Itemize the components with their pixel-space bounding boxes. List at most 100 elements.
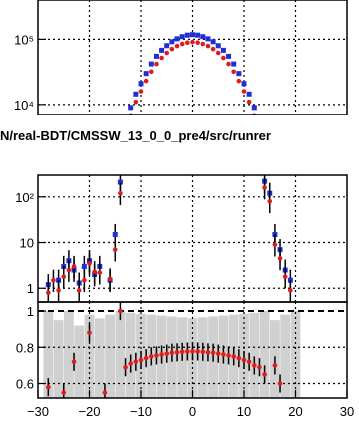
data-point-circle <box>226 61 231 67</box>
data-point-square <box>246 91 252 97</box>
data-point-circle <box>128 361 133 366</box>
y-tick-label: 10 <box>20 236 34 251</box>
data-point-circle <box>236 78 242 84</box>
data-point-circle <box>102 390 108 395</box>
data-point-circle <box>138 357 144 363</box>
data-point-circle <box>179 41 185 47</box>
data-point-circle <box>205 43 211 49</box>
data-point-circle <box>164 50 170 56</box>
data-point-circle <box>190 39 195 45</box>
data-point-square <box>143 71 149 77</box>
data-point-square <box>220 47 226 53</box>
y-tick-label: 0.8 <box>16 340 34 355</box>
data-point-circle <box>66 267 72 273</box>
y-tick-label: 10⁵ <box>14 32 34 47</box>
plot-area <box>38 0 347 115</box>
data-point-circle <box>118 308 123 314</box>
data-point-circle <box>179 349 185 355</box>
data-point-circle <box>221 55 226 61</box>
data-point-circle <box>282 274 288 279</box>
data-point-circle <box>133 359 139 365</box>
data-point-circle <box>174 350 180 355</box>
data-point-circle <box>272 363 278 368</box>
uncertainty-band-bin <box>64 311 74 398</box>
data-point-circle <box>195 349 200 354</box>
ratio-panel: 1 0.8 0.6 <box>16 301 348 399</box>
data-point-square <box>174 36 180 42</box>
uncertainty-band-bin <box>84 314 95 398</box>
data-point-circle <box>241 89 247 94</box>
data-point-circle <box>185 349 190 354</box>
data-point-circle <box>46 384 51 390</box>
data-point-square <box>164 43 170 49</box>
data-point-circle <box>185 40 190 46</box>
data-point-square <box>190 32 195 38</box>
data-point-square <box>138 81 144 87</box>
y-tick-label: 10² <box>15 190 34 205</box>
data-point-circle <box>246 99 252 105</box>
data-point-circle <box>215 351 221 356</box>
data-point-square <box>205 36 211 42</box>
data-point-square <box>184 32 190 38</box>
banner-text: N/real-BDT/CMSSW_13_0_0_pre4/src/runrer <box>0 128 271 143</box>
data-point-circle <box>169 350 175 356</box>
uncertainty-band-bin <box>249 312 260 398</box>
data-point-circle <box>277 256 283 261</box>
data-point-square <box>153 53 159 59</box>
x-tick-label: 30 <box>340 404 354 419</box>
data-point-square <box>128 105 134 111</box>
data-point-square <box>117 179 123 185</box>
data-point-circle <box>226 353 231 358</box>
uncertainty-band-bin <box>53 320 64 398</box>
data-point-square <box>226 53 232 59</box>
data-point-circle <box>154 61 159 67</box>
uncertainty-band-bin <box>74 325 85 398</box>
data-point-circle <box>231 354 236 359</box>
data-point-circle <box>215 50 221 56</box>
data-point-square <box>200 34 206 40</box>
data-point-circle <box>143 78 149 84</box>
data-point-square <box>195 32 201 38</box>
data-point-circle <box>143 355 149 361</box>
y-tick-label: 0.6 <box>16 377 34 392</box>
x-tick-label: −20 <box>78 404 100 419</box>
data-point-circle <box>87 330 92 336</box>
data-point-square <box>241 81 247 87</box>
data-point-circle <box>82 277 87 283</box>
data-point-circle <box>112 247 118 252</box>
uncertainty-band-bin <box>94 318 105 398</box>
data-point-square <box>133 91 139 97</box>
data-point-circle <box>277 381 283 386</box>
data-point-circle <box>138 89 144 94</box>
data-point-circle <box>133 99 139 105</box>
data-point-circle <box>257 364 262 370</box>
data-point-square <box>169 39 175 45</box>
data-point-circle <box>236 355 242 361</box>
data-point-square <box>81 263 87 269</box>
data-point-square <box>210 39 216 45</box>
data-point-circle <box>231 69 236 75</box>
data-point-square <box>148 61 154 67</box>
data-point-circle <box>164 351 170 356</box>
data-point-circle <box>46 290 51 295</box>
data-point-circle <box>200 41 206 47</box>
y-tick-label: 1 <box>27 304 34 319</box>
data-point-circle <box>221 352 226 357</box>
data-point-square <box>215 43 221 49</box>
data-point-square <box>112 231 118 237</box>
data-point-circle <box>159 352 164 357</box>
data-point-square <box>236 71 242 77</box>
path-banner: N/real-BDT/CMSSW_13_0_0_pre4/src/runrer <box>0 115 359 155</box>
data-point-circle <box>190 348 195 354</box>
data-point-circle <box>169 46 175 52</box>
data-point-circle <box>61 390 67 395</box>
upper-top-panel: 10⁵ 10⁴ <box>14 0 348 116</box>
data-point-circle <box>288 288 293 293</box>
data-point-circle <box>205 350 211 355</box>
plot-area <box>38 175 347 302</box>
data-point-circle <box>210 46 216 52</box>
data-point-circle <box>61 274 67 279</box>
data-point-circle <box>118 190 123 196</box>
data-point-circle <box>252 363 257 368</box>
